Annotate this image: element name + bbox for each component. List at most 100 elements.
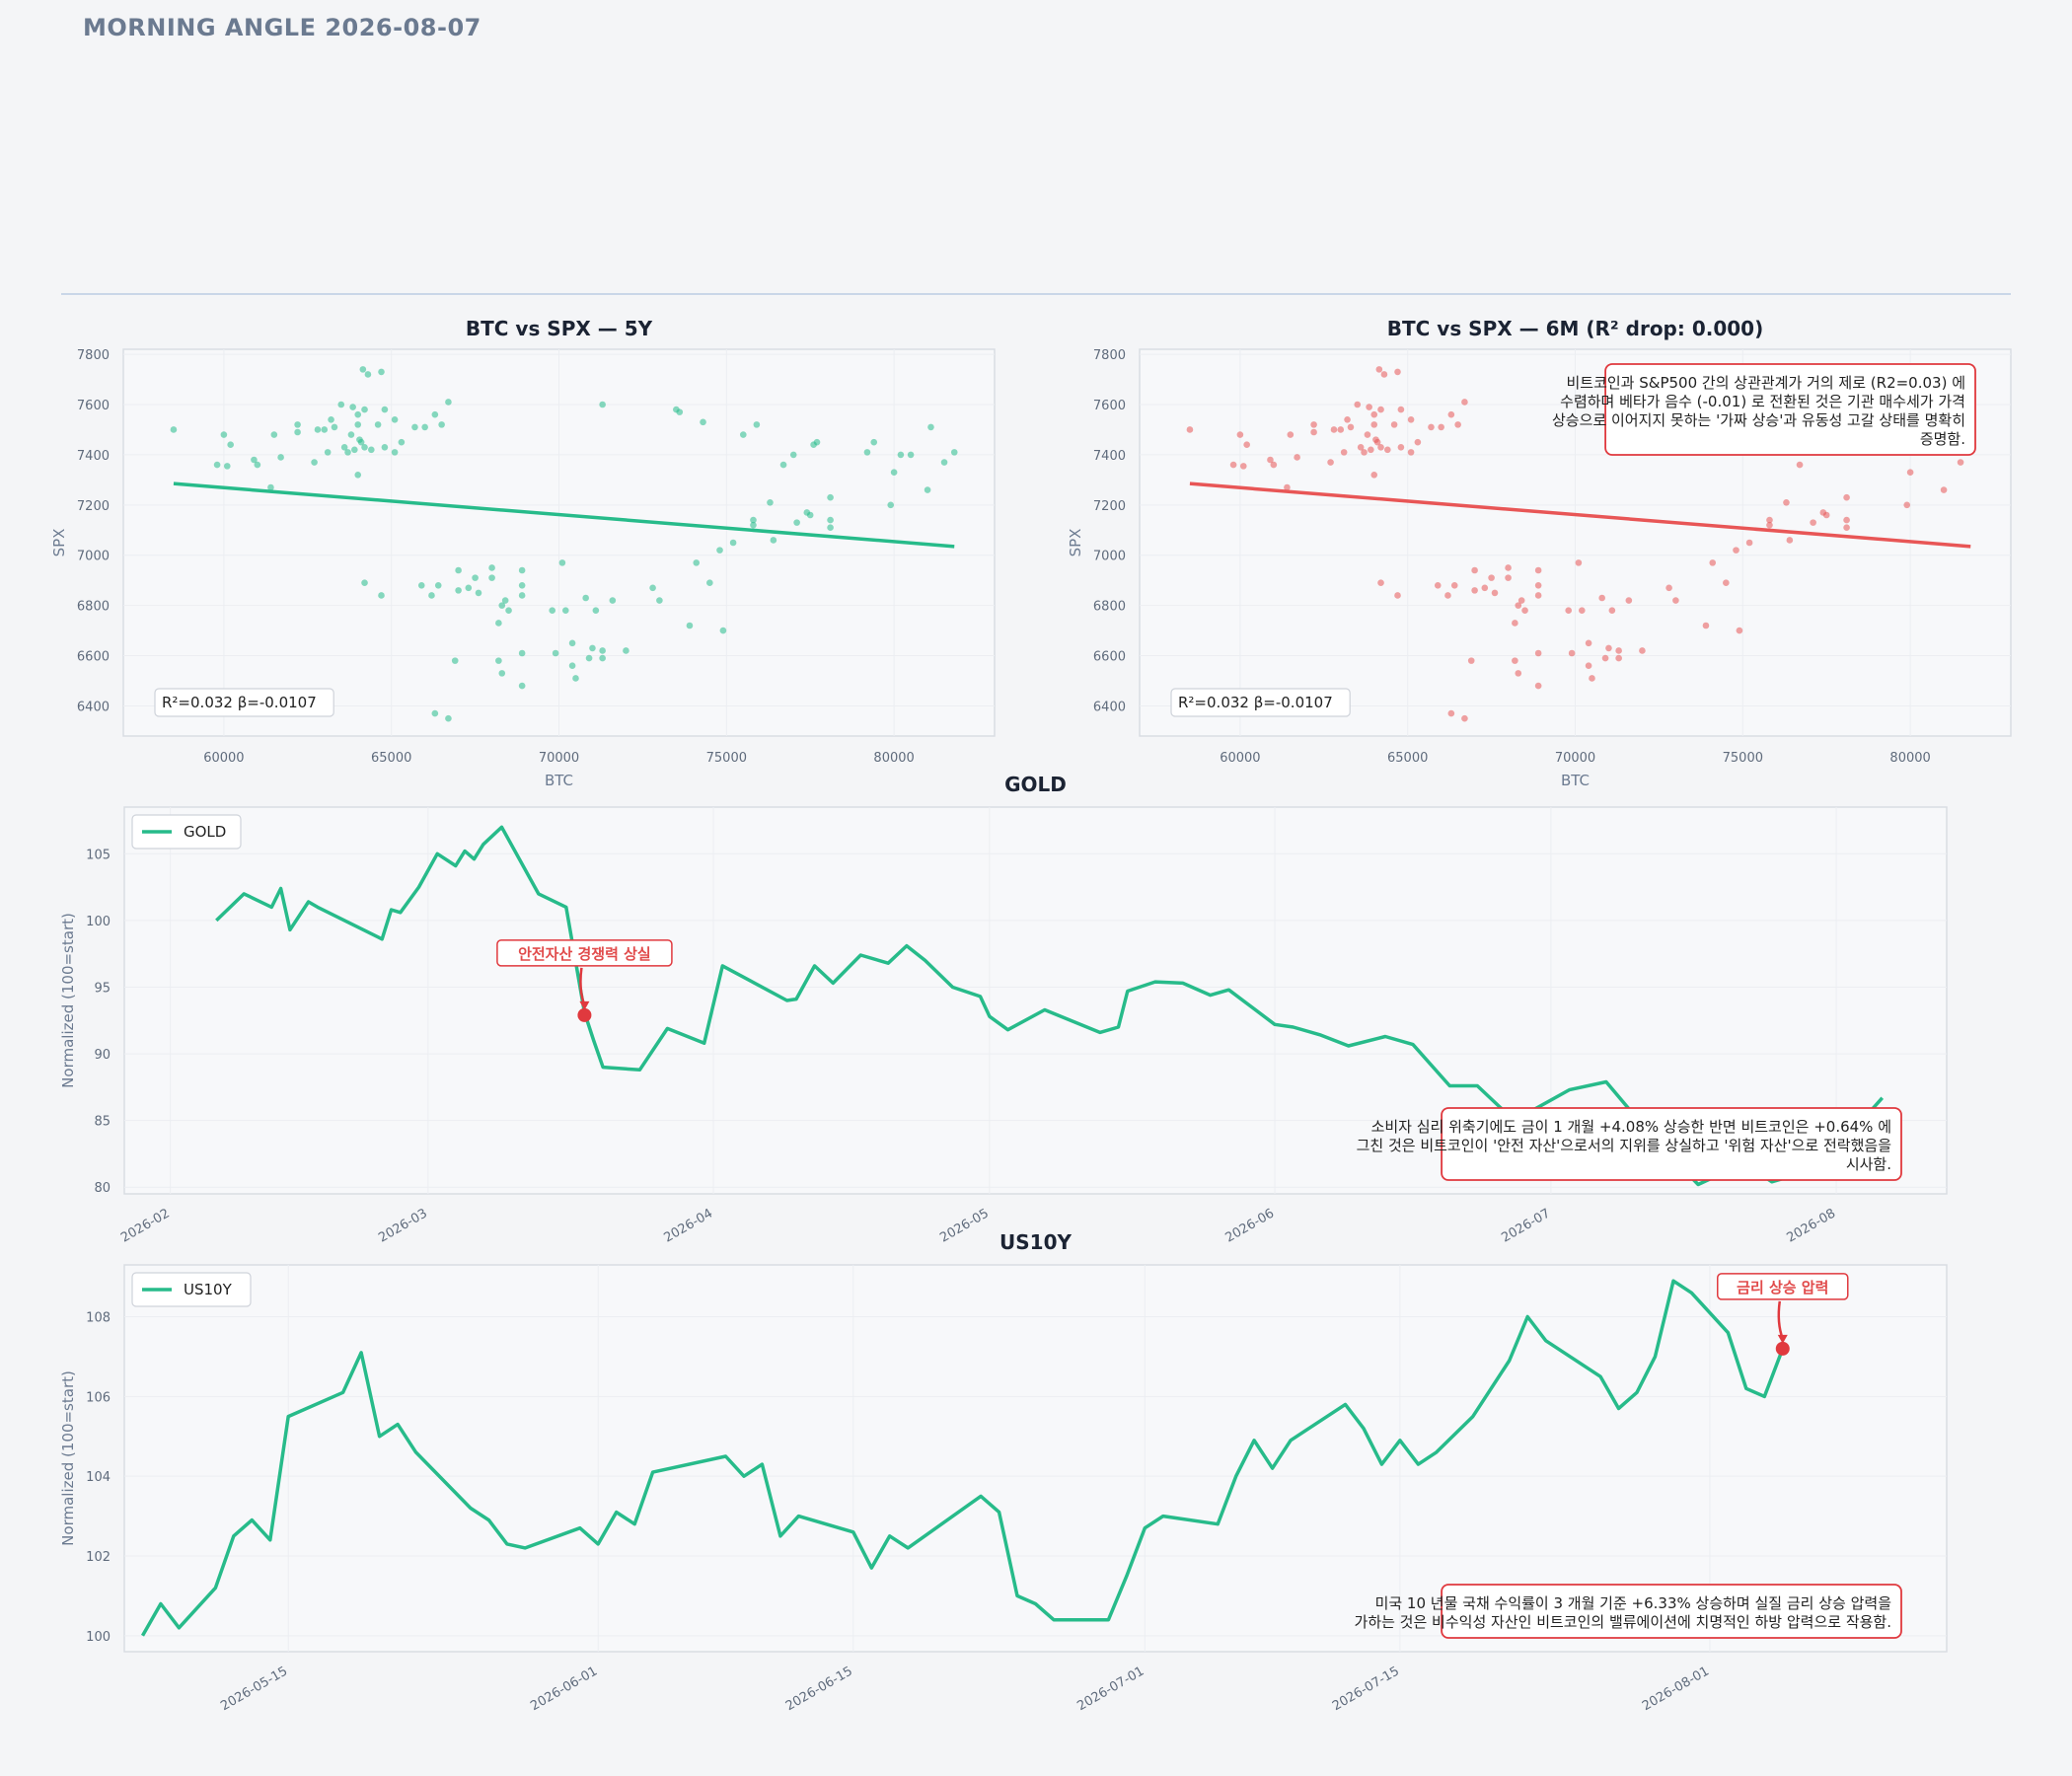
scatter-point xyxy=(340,443,348,451)
callout-marker xyxy=(1775,1341,1790,1356)
scatter-point xyxy=(1347,423,1355,431)
scatter-point xyxy=(813,438,821,446)
scatter-point xyxy=(1723,579,1730,587)
scatter-point xyxy=(1407,449,1415,456)
scatter-point xyxy=(1394,368,1401,376)
scatter-point xyxy=(1639,647,1646,654)
scatter-point xyxy=(227,441,234,449)
scatter-point xyxy=(1665,584,1672,592)
scatter-point xyxy=(488,564,495,571)
scatter-point xyxy=(251,456,258,464)
scatter-point xyxy=(863,449,871,456)
scatter-point xyxy=(495,620,502,627)
annotation-line: 미국 10 년물 국채 수익률이 3 개월 기준 +6.33% 상승하며 실질 … xyxy=(1375,1594,1891,1612)
scatter-point xyxy=(1454,421,1461,428)
chart-title: BTC vs SPX — 5Y xyxy=(466,317,653,340)
scatter-point xyxy=(314,426,322,433)
scatter-point xyxy=(568,662,576,670)
scatter-point xyxy=(1364,431,1371,438)
scatter-point xyxy=(686,622,694,629)
stats-text: R²=0.032 β=-0.0107 xyxy=(162,694,317,711)
scatter-point xyxy=(428,592,435,599)
y-tick-label: 95 xyxy=(94,981,111,996)
chart-title: US10Y xyxy=(999,1230,1072,1254)
stats-box xyxy=(1170,688,1351,717)
scatter-point xyxy=(324,449,332,456)
scatter-point xyxy=(589,644,596,652)
scatter-point xyxy=(1534,682,1542,690)
scatter-point xyxy=(753,421,761,428)
scatter-point xyxy=(1512,620,1518,627)
scatter-point xyxy=(1843,493,1850,501)
scatter-point xyxy=(599,401,606,408)
scatter-point xyxy=(1512,657,1518,664)
y-tick-label: 7600 xyxy=(1093,399,1126,413)
scatter-point xyxy=(475,589,482,597)
scatter-point xyxy=(1327,459,1334,466)
x-tick-label: 2026-06-01 xyxy=(528,1664,600,1714)
scatter-point xyxy=(940,459,948,466)
scatter-point xyxy=(1270,461,1278,469)
x-tick-label: 60000 xyxy=(203,751,244,766)
scatter-point xyxy=(1394,592,1401,599)
x-tick-label: 2026-07-01 xyxy=(1074,1664,1147,1714)
scatter-point xyxy=(349,404,356,410)
x-tick-label: 80000 xyxy=(873,751,914,766)
scatter-point xyxy=(1357,443,1365,451)
y-tick-label: 105 xyxy=(86,848,111,862)
scatter-point xyxy=(1906,469,1914,477)
x-tick-label: 2026-08-01 xyxy=(1640,1664,1712,1714)
scatter-point xyxy=(1438,423,1444,431)
scatter-point xyxy=(1534,566,1542,574)
header-divider xyxy=(61,293,2011,295)
scatter-point xyxy=(1615,654,1622,662)
scatter-point xyxy=(1733,547,1739,554)
scatter-point xyxy=(806,511,814,519)
annotation-line: 수렴하며 베타가 음수 (-0.01) 로 전환된 것은 기관 매수세가 가격 xyxy=(1560,393,1965,410)
scatter-point xyxy=(438,421,445,428)
annotation-box xyxy=(1441,1584,1902,1639)
y-tick-label: 7800 xyxy=(1093,348,1126,363)
scatter-point xyxy=(344,449,351,456)
x-tick-label: 2026-05-15 xyxy=(218,1664,290,1714)
scatter-point xyxy=(294,421,301,428)
y-tick-label: 106 xyxy=(86,1390,111,1405)
scatter-point xyxy=(270,431,278,438)
scatter-point xyxy=(1366,404,1372,410)
scatter-point xyxy=(585,654,593,662)
scatter-point xyxy=(359,366,367,373)
scatter-point xyxy=(354,471,362,479)
scatter-point xyxy=(331,423,338,431)
legend-label: GOLD xyxy=(184,823,226,841)
scatter-point xyxy=(472,574,479,581)
y-tick-label: 7400 xyxy=(77,449,110,464)
scatter-point xyxy=(770,537,777,544)
y-axis-label: Normalized (100=start) xyxy=(59,1370,77,1546)
series-line xyxy=(215,825,1885,1187)
scatter-point xyxy=(1534,649,1542,657)
scatter-point xyxy=(572,675,579,682)
y-tick-label: 100 xyxy=(86,1630,111,1645)
scatter-point xyxy=(890,469,898,477)
scatter-point xyxy=(267,483,274,491)
scatter-point xyxy=(1284,483,1291,491)
scatter-point xyxy=(1370,471,1378,479)
y-axis-label: SPX xyxy=(50,529,68,557)
scatter-point xyxy=(1783,498,1790,506)
scatter-point xyxy=(1461,714,1468,722)
scatter-point xyxy=(518,566,526,574)
scatter-point xyxy=(1505,564,1512,571)
scatter-point xyxy=(421,423,428,431)
legend-label: US10Y xyxy=(184,1281,233,1298)
scatter-point xyxy=(368,446,375,454)
x-tick-label: 2026-02 xyxy=(118,1206,173,1245)
scatter-point xyxy=(518,682,526,690)
scatter-point xyxy=(1444,592,1451,599)
scatter-point xyxy=(549,607,556,615)
scatter-point xyxy=(1843,524,1850,532)
x-axis-label: BTC xyxy=(1561,772,1590,789)
x-tick-label: 70000 xyxy=(1555,751,1595,766)
chart-title: GOLD xyxy=(1004,773,1067,796)
scatter-point xyxy=(1467,657,1475,664)
scatter-point xyxy=(887,501,895,509)
